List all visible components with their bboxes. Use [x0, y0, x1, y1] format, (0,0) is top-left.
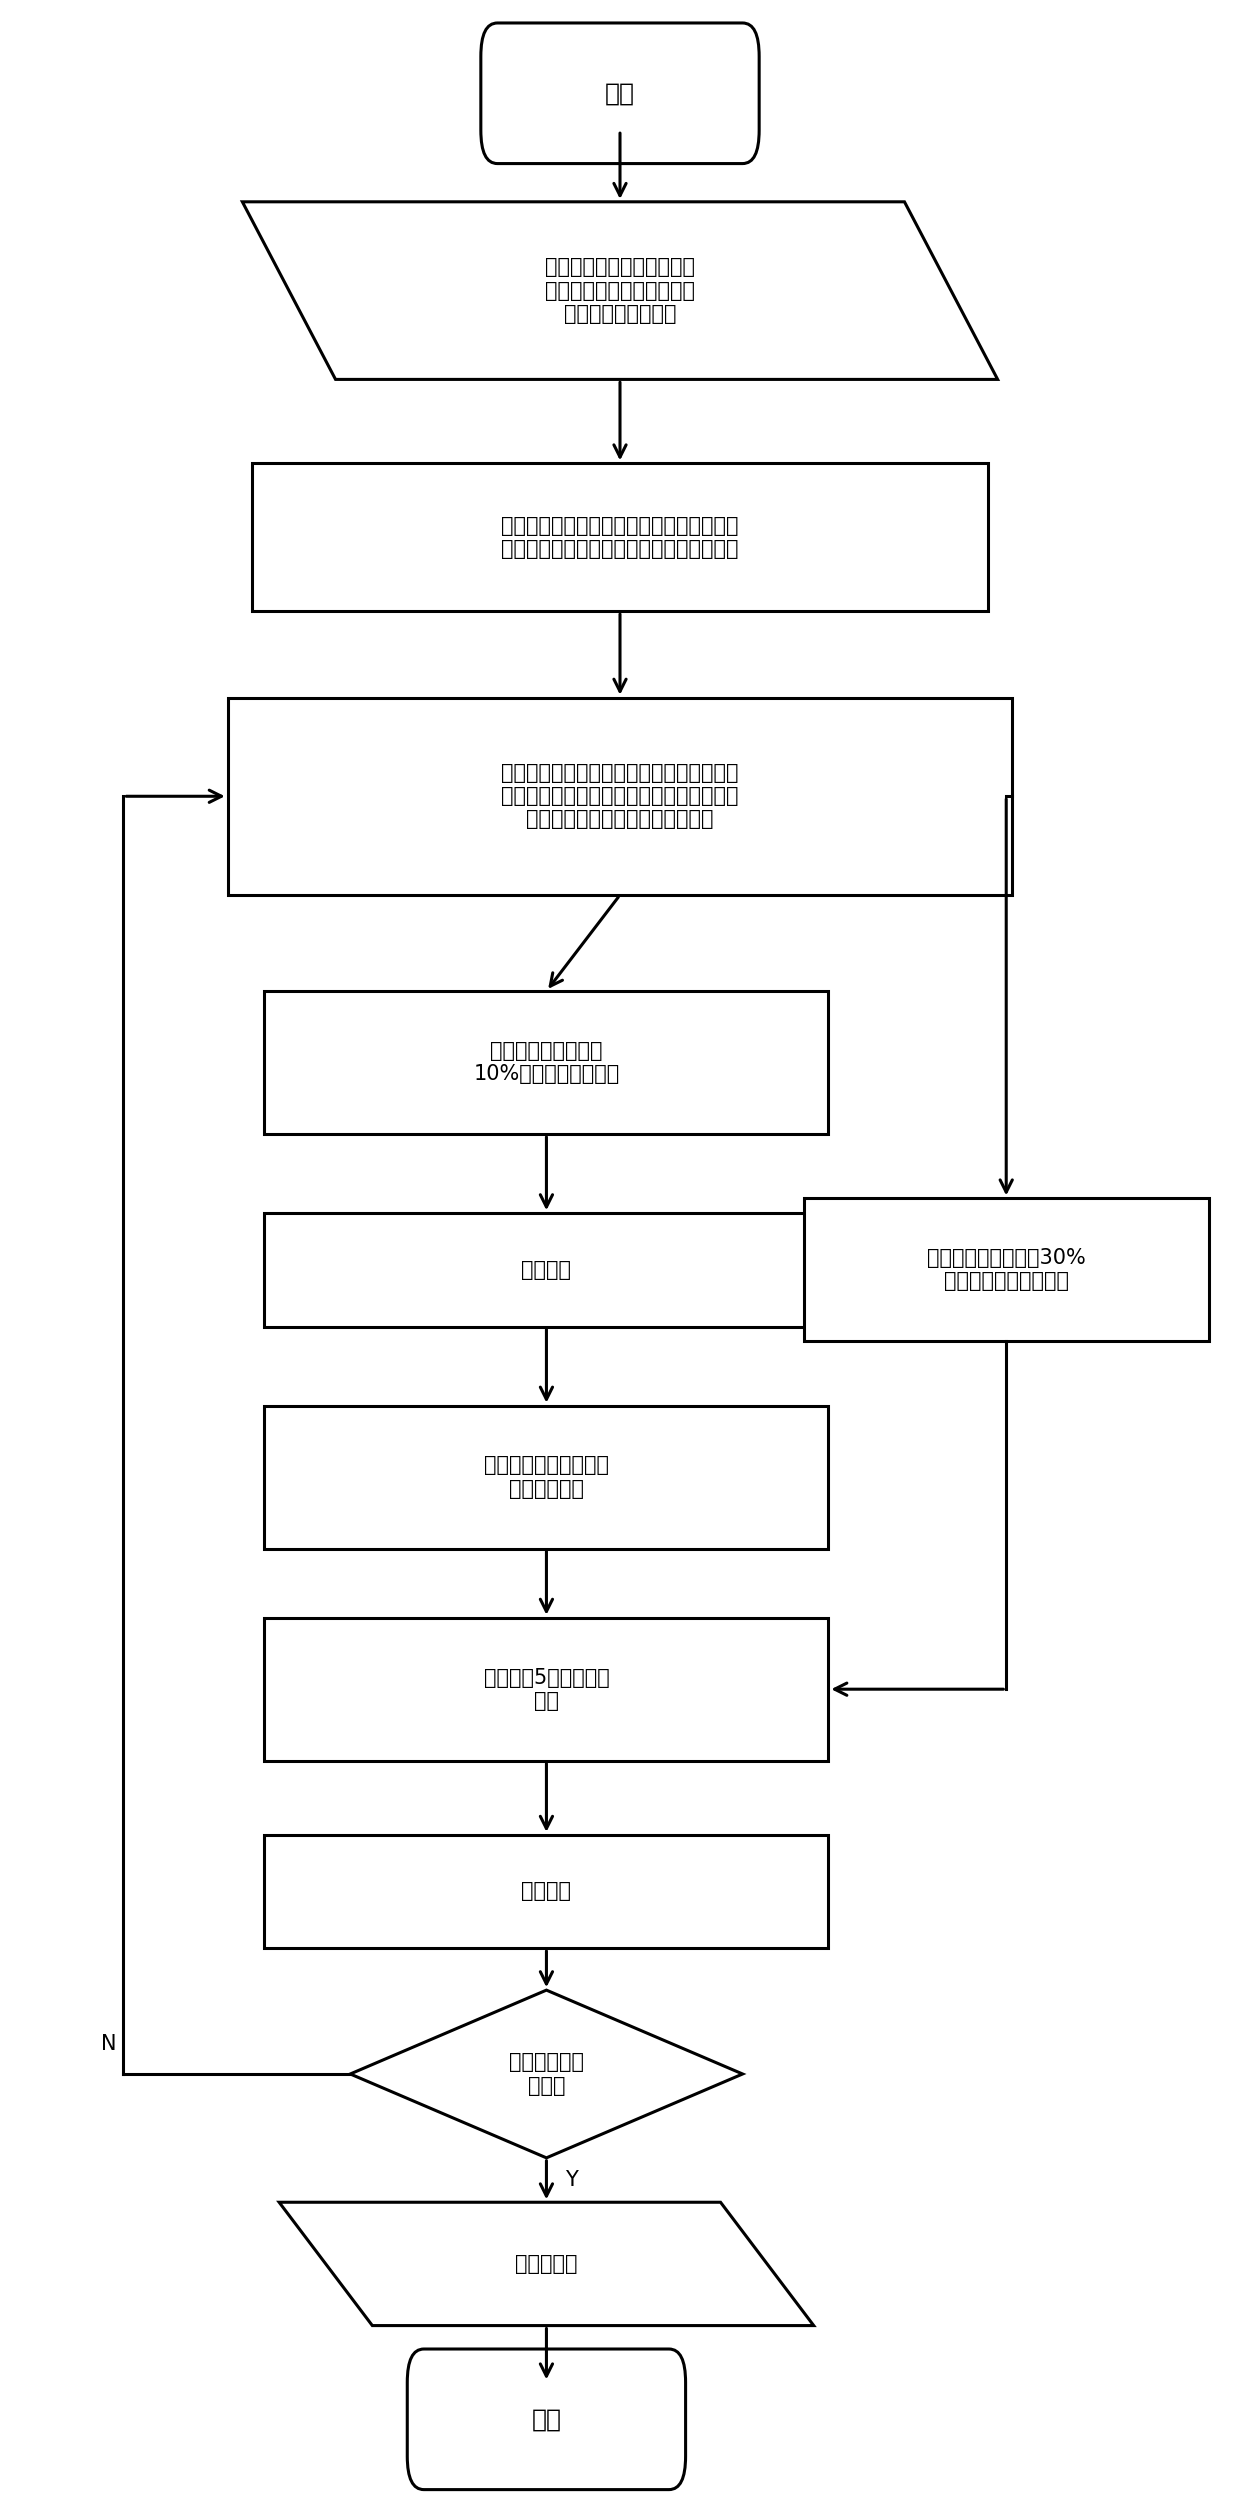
Bar [264, 1406, 828, 1548]
Text: 输出最优解: 输出最优解 [515, 2254, 578, 2274]
FancyBboxPatch shape [407, 2348, 686, 2491]
Text: 在满足常规机组、风电场出力约束和常规机
组爬坡速率约束条件下，随机生成初始抗体: 在满足常规机组、风电场出力约束和常规机 组爬坡速率约束条件下，随机生成初始抗体 [501, 516, 739, 558]
Text: 输入系统负荷、风电出力、
绿证价格以及机组出力、可
靠性水平等相关参数: 输入系统负荷、风电出力、 绿证价格以及机组出力、可 靠性水平等相关参数 [546, 257, 694, 324]
Polygon shape [242, 202, 998, 379]
Bar [804, 1199, 1209, 1341]
Text: 依据种群的适应度自适
应交叉、变异: 依据种群的适应度自适 应交叉、变异 [484, 1456, 609, 1498]
Text: 抽取适应度较优的前
10%抗体作为动态疫苗: 抽取适应度较优的前 10%抗体作为动态疫苗 [474, 1042, 620, 1084]
Bar [264, 1214, 828, 1326]
Text: 是否满足优化
准则？: 是否满足优化 准则？ [508, 2052, 584, 2097]
Text: 更新种群: 更新种群 [522, 1882, 572, 1902]
Text: Y: Y [564, 2169, 578, 2189]
Text: 抽取适应度较优的前30%
抗体作为免疫记忆细胞: 抽取适应度较优的前30% 抗体作为免疫记忆细胞 [926, 1249, 1085, 1291]
Text: N: N [100, 2034, 117, 2054]
Bar [252, 464, 988, 611]
Text: 开始: 开始 [605, 82, 635, 105]
Text: 依据优化目标函数计算种群的适应度即净收
益，采用罚函数法处理旋转备用约束、机组
启停时间约束，并对种群进行排序: 依据优化目标函数计算种群的适应度即净收 益，采用罚函数法处理旋转备用约束、机组 … [501, 763, 739, 830]
Bar [264, 1618, 828, 1760]
Bar [228, 698, 1012, 895]
Text: 种群每隔5代接种一次
疫苗: 种群每隔5代接种一次 疫苗 [484, 1668, 609, 1710]
Text: 复制种群: 复制种群 [522, 1259, 572, 1279]
Bar [264, 1835, 828, 1947]
Text: 结束: 结束 [532, 2408, 562, 2431]
Bar [264, 992, 828, 1134]
Polygon shape [350, 1989, 743, 2159]
Polygon shape [279, 2201, 813, 2326]
FancyBboxPatch shape [481, 22, 759, 165]
